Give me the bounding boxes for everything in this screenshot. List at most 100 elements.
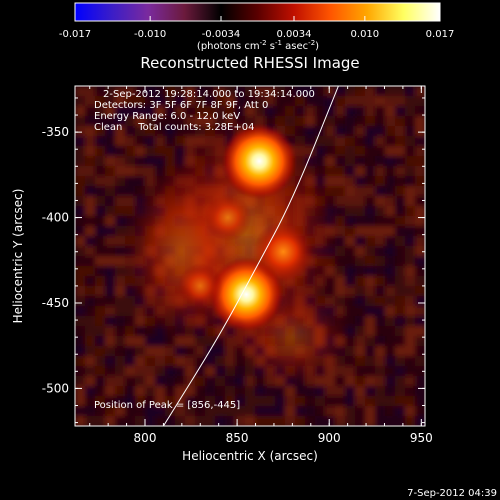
noise-cell [355, 186, 366, 197]
noise-cell [395, 266, 406, 277]
noise-cell [115, 276, 126, 287]
noise-cell [405, 406, 416, 417]
noise-cell [185, 366, 196, 377]
noise-cell [305, 106, 316, 117]
noise-cell [365, 296, 376, 307]
noise-cell [95, 126, 106, 137]
info-line-detectors: Detectors: 3F 5F 6F 7F 8F 9F, Att 0 [94, 100, 268, 111]
noise-cell [155, 336, 166, 347]
noise-cell [135, 416, 146, 426]
noise-cell [105, 286, 116, 297]
noise-cell [285, 96, 296, 107]
noise-cell [355, 416, 366, 426]
noise-cell [175, 386, 186, 397]
noise-cell [145, 406, 156, 417]
noise-cell [385, 146, 396, 157]
noise-cell [115, 196, 126, 207]
noise-cell [305, 86, 316, 97]
noise-cell [335, 246, 346, 257]
noise-cell [225, 86, 236, 97]
noise-cell [405, 216, 416, 227]
noise-cell [155, 416, 166, 426]
noise-cell [315, 136, 326, 147]
noise-cell [345, 116, 356, 127]
noise-cell [225, 376, 236, 387]
noise-cell [205, 116, 216, 127]
noise-cell [75, 136, 86, 147]
noise-cell [85, 206, 96, 217]
noise-cell [125, 156, 136, 167]
noise-cell [115, 416, 126, 426]
noise-cell [415, 376, 425, 387]
noise-cell [305, 136, 316, 147]
noise-cell [405, 256, 416, 267]
noise-cell [75, 96, 86, 107]
noise-cell [345, 206, 356, 217]
noise-cell [405, 266, 416, 277]
noise-cell [75, 106, 86, 117]
noise-cell [255, 406, 266, 417]
noise-cell [335, 156, 346, 167]
noise-cell [365, 166, 376, 177]
noise-cell [85, 196, 96, 207]
noise-cell [195, 116, 206, 127]
noise-cell [375, 136, 386, 147]
noise-cell [255, 416, 266, 426]
noise-cell [115, 116, 126, 127]
noise-cell [195, 386, 206, 397]
noise-cell [85, 116, 96, 127]
noise-cell [165, 116, 176, 127]
noise-cell [385, 316, 396, 327]
noise-cell [75, 236, 86, 247]
noise-cell [355, 326, 366, 337]
noise-cell [375, 146, 386, 157]
noise-cell [325, 286, 336, 297]
noise-cell [355, 276, 366, 287]
noise-cell [415, 256, 425, 267]
noise-cell [75, 306, 86, 317]
noise-cell [335, 126, 346, 137]
colorbar-tick-label: 0.017 [426, 29, 455, 40]
noise-cell [185, 416, 196, 426]
noise-cell [405, 276, 416, 287]
noise-cell [355, 96, 366, 107]
noise-cell [365, 326, 376, 337]
noise-cell [325, 406, 336, 417]
noise-cell [375, 346, 386, 357]
noise-cell [245, 376, 256, 387]
noise-cell [355, 346, 366, 357]
noise-cell [75, 186, 86, 197]
noise-cell [355, 306, 366, 317]
noise-cell [115, 256, 126, 267]
noise-cell [155, 126, 166, 137]
noise-cell [115, 346, 126, 357]
noise-cell [95, 376, 106, 387]
noise-cell [75, 256, 86, 267]
noise-cell [355, 206, 366, 217]
noise-cell [95, 256, 106, 267]
noise-cell [415, 196, 425, 207]
noise-cell [335, 386, 346, 397]
noise-cell [225, 416, 236, 426]
noise-cell [125, 306, 136, 317]
noise-cell [265, 386, 276, 397]
noise-cell [325, 156, 336, 167]
noise-cell [405, 336, 416, 347]
noise-cell [335, 256, 346, 267]
noise-cell [375, 396, 386, 407]
noise-cell [125, 346, 136, 357]
noise-cell [375, 326, 386, 337]
noise-cell [335, 266, 346, 277]
noise-cell [365, 236, 376, 247]
noise-cell [75, 386, 86, 397]
emission-source [177, 263, 223, 309]
noise-cell [75, 366, 86, 377]
noise-cell [415, 126, 425, 137]
noise-cell [275, 416, 286, 426]
noise-cell [75, 246, 86, 257]
noise-cell [325, 146, 336, 157]
noise-cell [165, 126, 176, 137]
noise-cell [75, 266, 86, 277]
noise-cell [105, 126, 116, 137]
